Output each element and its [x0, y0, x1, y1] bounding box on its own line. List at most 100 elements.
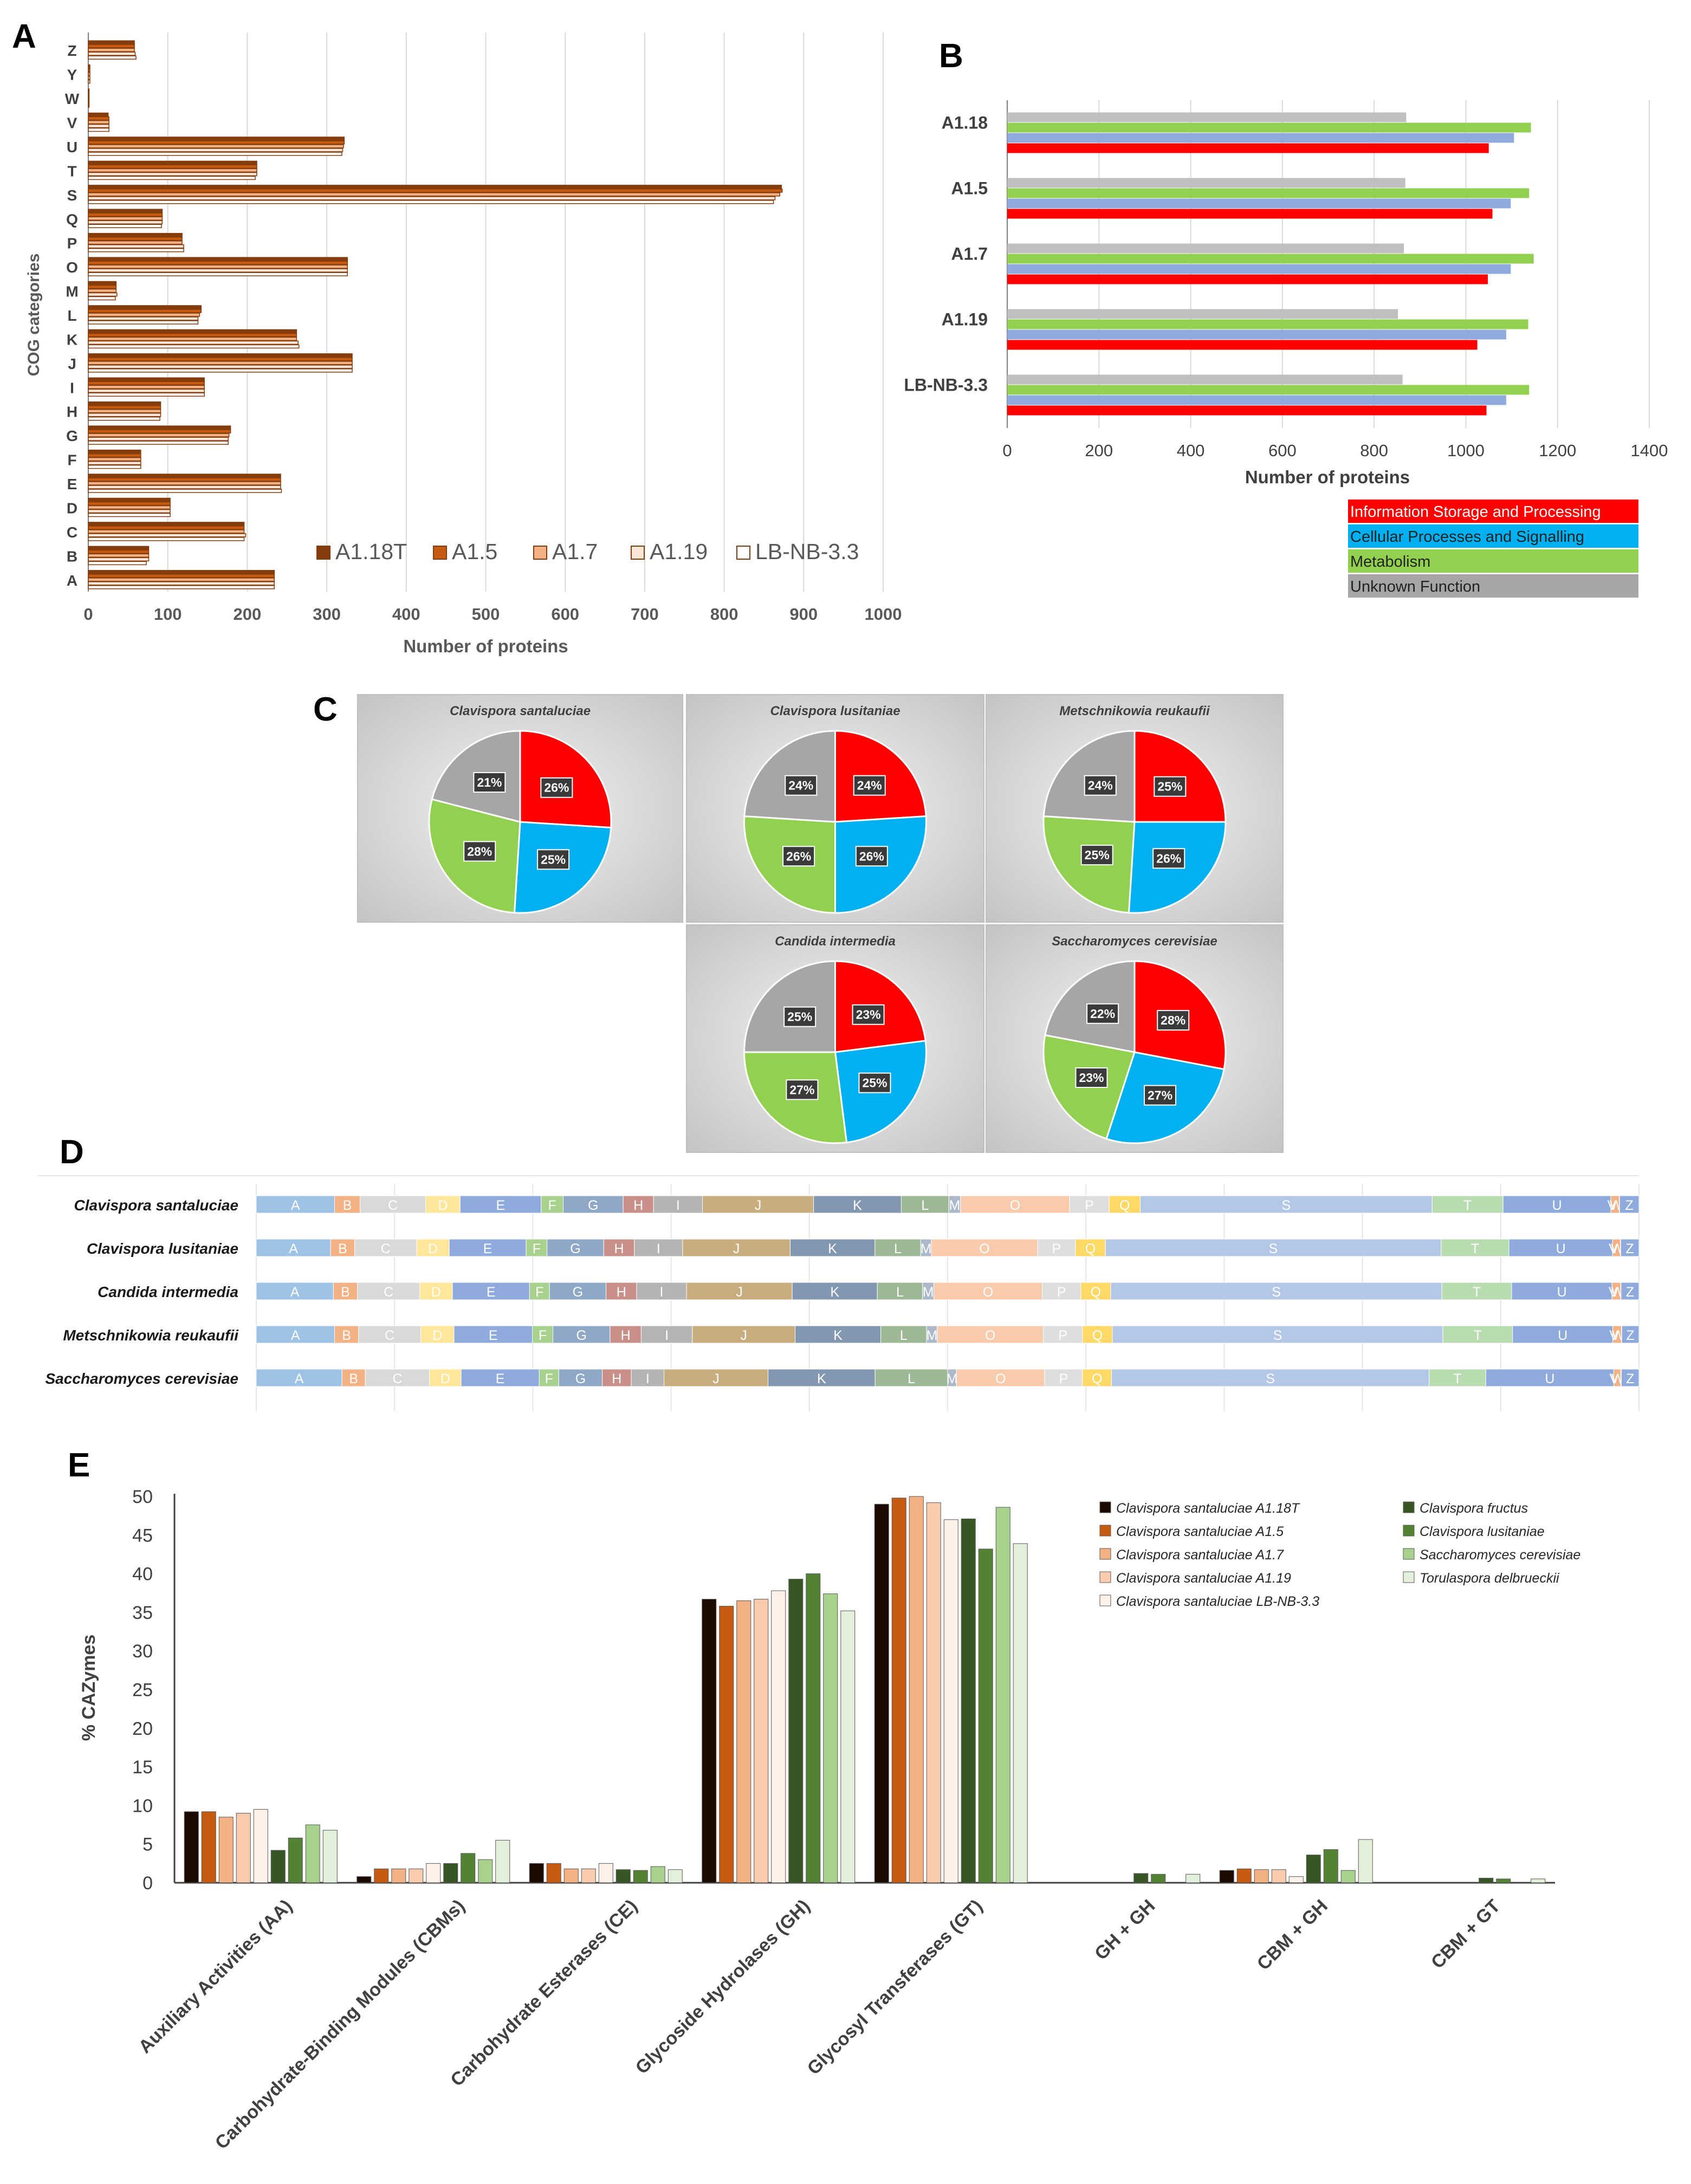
panel-d-segment — [1512, 1325, 1614, 1344]
panel-d-segment — [602, 1369, 632, 1387]
panel-e-bar — [1185, 1874, 1201, 1883]
panel-a-bar — [88, 55, 137, 60]
panel-a-bar — [88, 361, 353, 365]
panel-a-bar — [88, 533, 247, 537]
panel-d-segment-label: T — [1453, 1371, 1461, 1386]
panel-e-bar — [495, 1840, 510, 1883]
panel-c-data-label: 25% — [541, 852, 566, 866]
panel-d-segment — [795, 1325, 882, 1344]
panel-e-legend-label: Saccharomyces cerevisiae — [1420, 1547, 1580, 1563]
panel-b-bar — [1007, 309, 1398, 319]
panel-d-segment-label: A — [291, 1198, 300, 1213]
panel-d-segment-label: B — [338, 1241, 347, 1256]
panel-a-plot: 0 100 200 300 400 500 600 700 800 900 1000 ZYWVUTSQ… — [25, 33, 902, 656]
panel-d-segment-label: J — [740, 1328, 747, 1343]
panel-b-bar — [1007, 274, 1488, 284]
panel-d-segment — [813, 1195, 902, 1214]
panel-d-segment-label: Q — [1085, 1241, 1096, 1256]
panel-c-data-label: 24% — [857, 779, 882, 793]
panel-b-x-tick-label: 1000 — [1447, 441, 1485, 460]
panel-a-bar — [88, 453, 141, 458]
panel-d-segment-label: I — [676, 1198, 680, 1213]
panel-a-bar — [88, 553, 150, 558]
panel-c-data-label: 28% — [1161, 1013, 1185, 1027]
panel-b-bar — [1007, 188, 1530, 198]
panel-a-bar — [88, 549, 150, 554]
panel-c-pie-title: Clavispora lusitaniae — [770, 704, 900, 718]
panel-a-x-tick-label: 1000 — [865, 605, 902, 624]
panel-e-y-tick-label: 20 — [132, 1719, 153, 1739]
panel-d-segment — [333, 1282, 358, 1300]
panel-d-segment-label: S — [1266, 1371, 1275, 1386]
panel-d-segment-label: M — [926, 1328, 937, 1343]
panel-e-legend-label: Clavispora santaluciae A1.18T — [1116, 1501, 1300, 1516]
panel-d-segment-label: G — [570, 1241, 580, 1256]
panel-a-bar — [88, 261, 348, 265]
panel-e-bar — [1236, 1868, 1252, 1883]
panel-d-segment-label: V — [1610, 1371, 1619, 1386]
panel-d-segment-label: D — [428, 1241, 438, 1256]
panel-d-segment — [634, 1239, 683, 1257]
panel-d-segment — [416, 1239, 450, 1257]
panel-a-bar — [88, 409, 161, 413]
panel-a-bar — [88, 433, 230, 437]
panel-a-bar — [88, 546, 150, 550]
panel-d-segment — [425, 1195, 461, 1214]
panel-d-segment-label: U — [1552, 1198, 1562, 1213]
panel-d-segment-label: I — [646, 1371, 650, 1386]
panel-e-bar — [236, 1813, 251, 1883]
panel-a-x-tick-label: 100 — [154, 605, 182, 624]
panel-b-x-tick-label: 200 — [1085, 441, 1113, 460]
panel-a-bar — [88, 51, 136, 56]
panel-d-segment — [429, 1369, 462, 1387]
panel-a-bar — [88, 574, 275, 578]
panel-a-y-tick-label: Q — [66, 211, 78, 228]
panel-d-segment — [1441, 1282, 1512, 1300]
panel-e-bar — [443, 1863, 458, 1883]
panel-c-data-label-box — [855, 846, 888, 867]
panel-d-chart: D Clavispora santaluciae A B C D E F G H I J K L M O P Q… — [38, 1133, 1640, 1411]
panel-a-bar — [88, 292, 118, 297]
panel-d-segment-label: H — [633, 1198, 643, 1213]
panel-e-bar — [201, 1811, 216, 1883]
panel-d-segment-label: E — [483, 1241, 493, 1256]
panel-b-bar — [1007, 319, 1528, 329]
panel-b-y-tick-label: A1.19 — [942, 310, 988, 329]
panel-e-legend-label: Clavispora santaluciae LB-NB-3.3 — [1116, 1594, 1319, 1609]
panel-d-segment — [789, 1239, 876, 1257]
panel-d-segment-label: V — [1609, 1328, 1618, 1343]
panel-c-label: C — [313, 691, 338, 728]
panel-a-x-axis-title: Number of proteins — [403, 636, 568, 656]
panel-e-bar — [184, 1811, 199, 1883]
panel-d-segment-label: C — [385, 1328, 394, 1343]
panel-d-segment — [526, 1239, 548, 1257]
panel-d-segment-label: A — [290, 1285, 300, 1300]
panel-a-bar — [88, 172, 257, 177]
panel-e-legend-swatch — [1099, 1595, 1111, 1606]
panel-e-bar — [1496, 1878, 1511, 1883]
panel-d-segment — [256, 1369, 342, 1387]
panel-c-data-label-box — [786, 1079, 819, 1100]
panel-e-bar — [529, 1863, 544, 1883]
panel-a-legend-label: A1.5 — [452, 539, 497, 564]
panel-d-segment-label: M — [949, 1198, 961, 1213]
panel-d-segment — [256, 1239, 331, 1257]
panel-a-bar — [88, 79, 90, 84]
panel-d-segment-label: G — [588, 1198, 598, 1213]
panel-e-bar — [1288, 1876, 1304, 1883]
panel-b-bar — [1007, 198, 1511, 209]
panel-d-segment — [1042, 1282, 1081, 1300]
panel-d-segment-label: Z — [1626, 1328, 1634, 1343]
panel-d-segment-label: S — [1272, 1285, 1281, 1300]
panel-d-row-label: Clavispora santaluciae — [74, 1197, 238, 1214]
panel-a-x-tick-label: 600 — [551, 605, 579, 624]
panel-a-bar — [88, 578, 275, 582]
panel-a-bar — [88, 152, 342, 156]
panel-c-data-label: 27% — [1148, 1088, 1172, 1103]
panel-d-segment — [452, 1282, 530, 1300]
panel-e-bar — [218, 1817, 234, 1883]
panel-a-bar — [88, 220, 163, 225]
panel-b-bar — [1007, 395, 1506, 405]
panel-b-legend-label: Cellular Processes and Signalling — [1350, 528, 1584, 546]
panel-a-bar — [88, 522, 245, 526]
